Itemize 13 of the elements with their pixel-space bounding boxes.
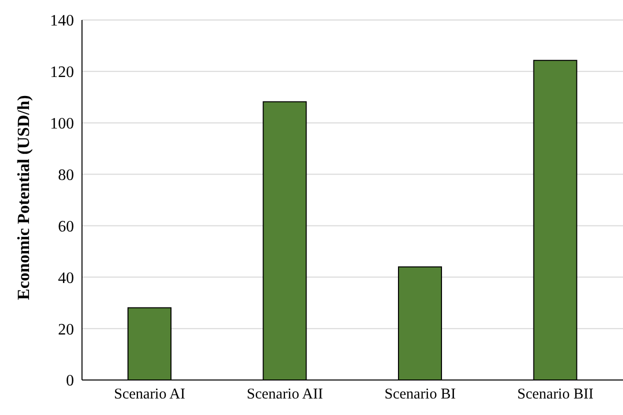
x-tick-label: Scenario BI — [384, 386, 456, 403]
y-tick-label: 40 — [58, 270, 74, 287]
y-axis-title: Economic Potential (USD/h) — [14, 95, 34, 300]
y-tick-label: 60 — [58, 218, 74, 236]
x-tick-label: Scenario BII — [517, 386, 594, 403]
x-tick-label: Scenario AII — [246, 386, 323, 403]
y-tick-label: 140 — [50, 12, 74, 30]
y-tick-label: 0 — [66, 372, 74, 390]
y-tick-label: 20 — [58, 321, 74, 338]
y-tick-label: 120 — [50, 64, 74, 82]
y-tick-label: 100 — [50, 116, 74, 133]
y-tick-label: 80 — [58, 166, 74, 184]
x-tick-label: Scenario AI — [114, 386, 186, 403]
